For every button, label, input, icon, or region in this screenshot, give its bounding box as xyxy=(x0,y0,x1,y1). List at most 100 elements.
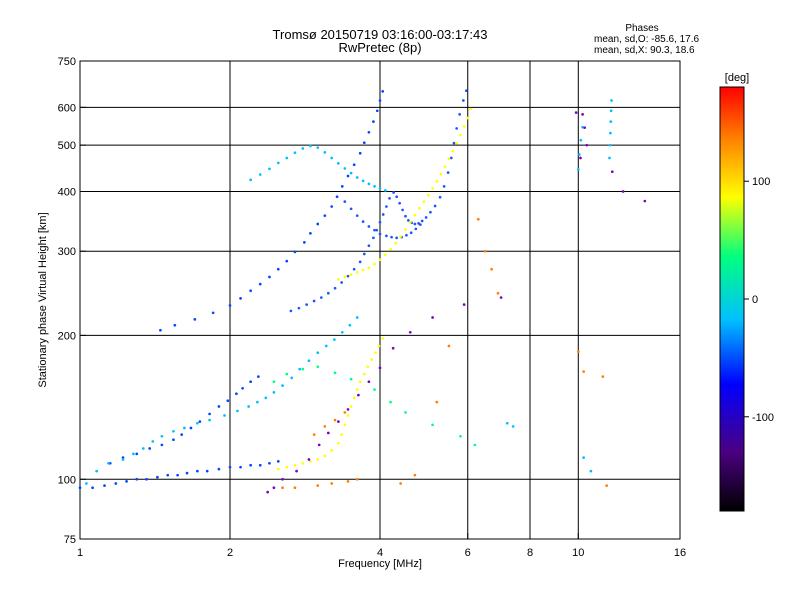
data-point xyxy=(367,244,371,248)
data-point xyxy=(268,167,271,171)
data-point xyxy=(466,116,470,120)
data-point xyxy=(176,473,179,477)
data-point xyxy=(180,433,184,436)
data-point xyxy=(303,241,306,244)
data-point xyxy=(132,452,135,456)
x-tick-label: 2 xyxy=(227,547,233,559)
data-point xyxy=(257,375,260,378)
stats-o: mean, sd,O: -85.6, 17.6 xyxy=(594,34,699,45)
data-point xyxy=(217,405,221,408)
data-point xyxy=(290,376,294,380)
data-point xyxy=(295,469,298,473)
data-point xyxy=(196,469,199,473)
data-point xyxy=(447,157,451,161)
data-point xyxy=(340,185,344,188)
data-point xyxy=(258,282,262,286)
data-point xyxy=(285,465,289,469)
data-point xyxy=(418,206,421,210)
data-point xyxy=(367,225,371,228)
data-point xyxy=(455,141,458,145)
colorbar-axis: 100 0 -100 xyxy=(744,176,774,424)
data-point xyxy=(464,89,468,93)
axes-layer: 1 2 4 6 8 10 16 75 100 200 300 400 500 600 750 xyxy=(58,56,686,559)
data-point xyxy=(343,411,347,414)
data-point xyxy=(166,473,170,477)
data-point xyxy=(583,126,587,130)
data-point xyxy=(373,185,376,188)
data-point xyxy=(490,267,493,271)
data-point xyxy=(301,461,305,465)
data-point xyxy=(316,365,320,369)
data-point xyxy=(378,232,382,236)
data-point xyxy=(442,185,446,188)
data-point xyxy=(151,440,155,443)
data-point xyxy=(389,400,392,404)
data-point xyxy=(581,125,584,129)
data-point xyxy=(413,213,417,217)
data-point xyxy=(85,482,88,485)
data-point xyxy=(346,408,350,411)
data-point xyxy=(404,228,407,231)
data-point xyxy=(435,180,439,183)
data-point xyxy=(340,433,343,436)
data-point xyxy=(458,113,462,116)
data-point xyxy=(156,475,159,479)
colorbar-label: [deg] xyxy=(725,72,749,84)
data-point xyxy=(285,372,289,376)
data-point xyxy=(323,425,327,428)
data-point xyxy=(239,465,242,469)
data-point xyxy=(439,172,443,176)
data-point xyxy=(431,316,434,319)
data-point xyxy=(309,144,312,148)
data-point xyxy=(352,267,356,271)
data-point xyxy=(258,463,262,467)
data-point xyxy=(226,399,230,403)
x-axis-label: Frequency [MHz] xyxy=(338,558,422,570)
data-point xyxy=(373,228,376,232)
data-point xyxy=(435,400,439,404)
data-point xyxy=(476,217,480,221)
points-layer xyxy=(78,89,647,494)
data-point xyxy=(281,486,284,490)
data-point xyxy=(236,409,239,413)
data-point xyxy=(355,270,359,274)
data-point xyxy=(374,351,377,355)
data-point xyxy=(362,252,366,256)
data-point xyxy=(323,214,327,218)
data-point xyxy=(276,161,280,165)
data-point xyxy=(159,328,162,332)
data-point xyxy=(394,241,398,245)
data-point xyxy=(372,236,375,240)
data-point xyxy=(358,151,362,155)
data-point xyxy=(289,309,293,313)
x-tick-label: 4 xyxy=(377,547,383,559)
data-point xyxy=(383,189,387,192)
data-point xyxy=(459,434,462,438)
data-point xyxy=(352,163,356,167)
data-point xyxy=(462,99,465,102)
data-point xyxy=(378,187,382,190)
data-point xyxy=(609,131,612,135)
data-point xyxy=(330,156,334,160)
data-point xyxy=(358,260,362,264)
data-point xyxy=(95,469,99,473)
data-point xyxy=(581,113,584,116)
data-point xyxy=(293,250,297,254)
data-point xyxy=(141,447,145,450)
data-point xyxy=(346,274,350,278)
data-point xyxy=(316,458,320,461)
data-point xyxy=(340,281,343,284)
data-point xyxy=(357,393,360,397)
data-point xyxy=(378,366,382,370)
data-point xyxy=(312,433,316,436)
data-point xyxy=(293,463,297,467)
data-point xyxy=(298,367,302,371)
data-point xyxy=(609,109,613,113)
data-point xyxy=(343,275,347,279)
data-point xyxy=(621,190,625,193)
data-point xyxy=(228,465,232,469)
data-point xyxy=(307,458,311,461)
data-point xyxy=(446,171,450,175)
y-tick-label: 500 xyxy=(58,140,76,152)
